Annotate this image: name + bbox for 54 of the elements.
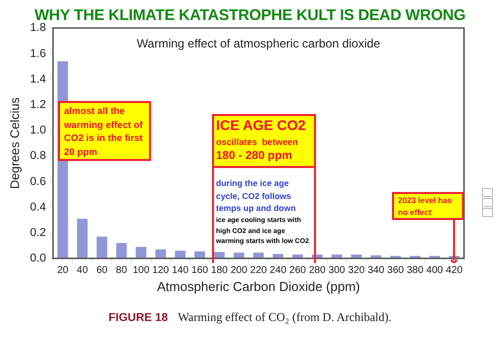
x-tick-label: 300 [328, 265, 346, 276]
y-tick-label: 1.4 [30, 73, 47, 86]
text: Warming effect of CO₂ (from D. Archibald). [178, 310, 392, 324]
x-tick-label: 100 [132, 265, 150, 276]
y-tick-label: 1.6 [30, 48, 46, 60]
bar [174, 250, 186, 258]
y-tick-label: 0.8 [30, 150, 46, 162]
x-tick-label: 220 [250, 265, 268, 276]
annotation: during the ice age cycle, CO2 follows temps up and down [216, 177, 297, 214]
text: Warming effect of atmospheric carbon dioxide [136, 36, 381, 50]
x-tick-label: 80 [116, 265, 128, 276]
annotation: 180 - 280 ppm [216, 150, 292, 162]
x-tick-label: 260 [289, 265, 306, 276]
y-tick-label: 1.2 [30, 98, 46, 111]
x-tick-label: 180 [211, 265, 228, 276]
bar [96, 236, 108, 258]
annotation: oscillates between [216, 137, 298, 147]
x-tick-label: 360 [387, 265, 404, 276]
x-tick-label: 320 [348, 265, 366, 276]
x-tick-label: 120 [152, 265, 170, 276]
annotation: ICE AGE CO2 [216, 117, 306, 133]
y-tick-label: 0.4 [30, 201, 47, 214]
x-tick-label: 200 [230, 265, 248, 276]
bar [77, 218, 88, 258]
chart-title: WHY THE KLIMATE KATASTROPHE KULT IS DEAD WRONG [34, 7, 467, 24]
y-tick-label: 0.0 [30, 252, 46, 265]
y-tick-label: 0.2 [30, 226, 46, 239]
y-tick-label: 0.6 [30, 176, 46, 188]
y-axis-title: Degrees Celcius [8, 97, 22, 190]
bar [234, 252, 244, 258]
x-tick-label: 60 [96, 265, 108, 276]
bar [194, 251, 206, 258]
bar [214, 252, 225, 258]
bar [253, 252, 264, 258]
bar [155, 249, 166, 258]
bar [116, 243, 127, 258]
y-tick-label: 1.0 [30, 124, 46, 137]
annotation: almost all the warming effect of CO2 is in the first 20 ppm [58, 101, 151, 161]
y-tick-label: 1.8 [30, 22, 46, 34]
bar [136, 246, 146, 258]
x-tick-label: 380 [406, 265, 424, 276]
x-tick-label: 340 [368, 265, 385, 276]
caption: FIGURE 18 [108, 312, 168, 324]
x-tick-label: 20 [57, 265, 69, 276]
x-tick-label: 420 [446, 265, 463, 276]
x-tick-label: 140 [172, 265, 189, 276]
x-tick-label: 40 [76, 265, 88, 276]
annotation: 2023 level has no effect [392, 192, 464, 220]
x-axis-title: Atmospheric Carbon Dioxide (ppm) [156, 278, 360, 294]
x-tick-label: 160 [191, 265, 209, 276]
x-tick-label: 400 [426, 265, 444, 276]
x-tick-label: 280 [308, 265, 326, 276]
bar [370, 255, 382, 258]
x-tick-label: 240 [270, 265, 287, 276]
